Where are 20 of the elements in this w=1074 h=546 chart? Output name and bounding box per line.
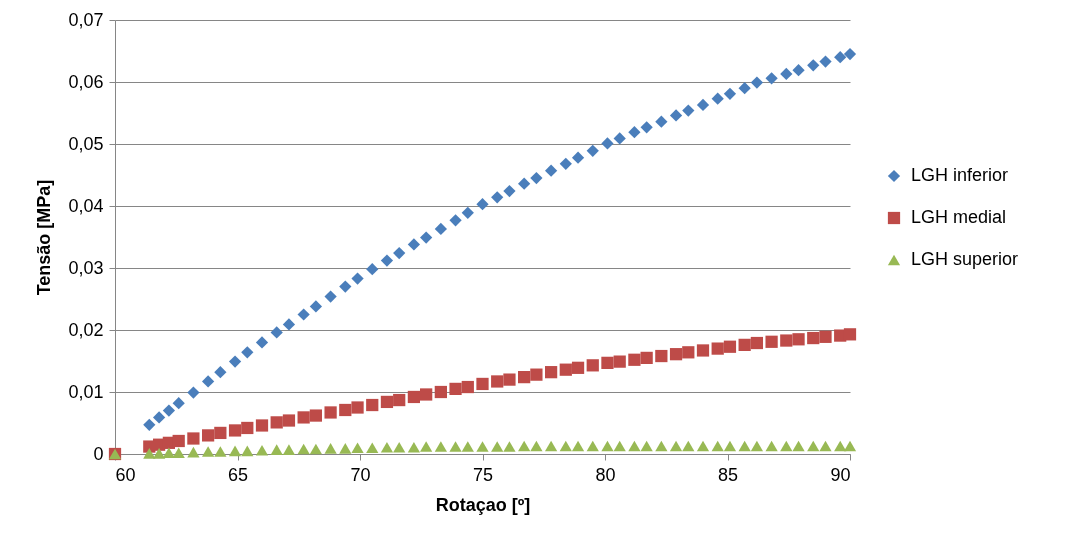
y-tick-label: 0,04 [68, 195, 104, 216]
x-tick-label: 80 [595, 464, 616, 485]
x-tick-label: 75 [472, 464, 494, 485]
legend-label: LGH superior [911, 249, 1019, 269]
legend-label: LGH medial [911, 207, 1007, 227]
x-tick-label: 85 [717, 464, 739, 485]
y-tick-label: 0,06 [68, 71, 104, 92]
y-tick-label: 0,02 [68, 319, 104, 340]
x-axis-title: Rotaçao [º] [435, 494, 531, 515]
x-tick-label: 60 [115, 464, 136, 485]
x-tick-label: 90 [830, 464, 851, 485]
y-axis-title: Tensão [MPa] [34, 179, 55, 296]
x-tick-label: 70 [350, 464, 371, 485]
legend-label: LGH inferior [911, 165, 1009, 185]
y-tick-label: 0,07 [68, 9, 104, 30]
y-tick-label: 0,03 [68, 257, 104, 278]
y-tick-label: 0,01 [68, 381, 104, 402]
y-tick-label: 0 [93, 443, 104, 464]
y-tick-label: 0,05 [68, 133, 104, 154]
x-tick-label: 65 [227, 464, 249, 485]
